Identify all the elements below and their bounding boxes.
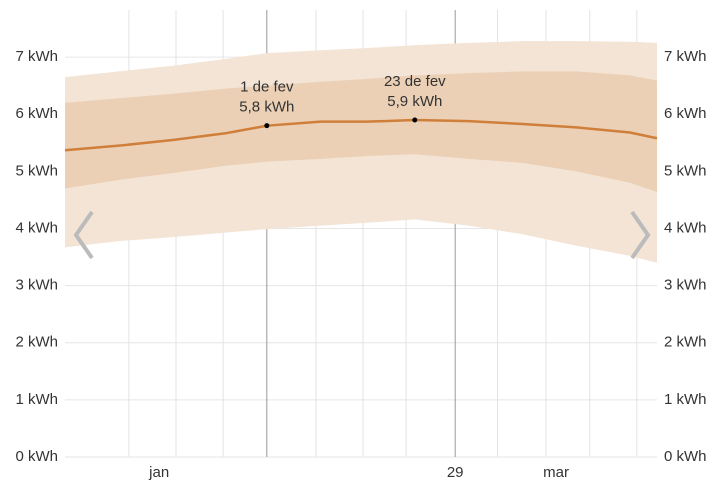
annotation-label: 5,9 kWh bbox=[387, 93, 442, 110]
annotation-label: 5,8 kWh bbox=[239, 99, 294, 116]
band bbox=[65, 71, 657, 192]
x-tick-label: mar bbox=[543, 464, 569, 481]
y-tick-label: 3 kWh bbox=[15, 277, 58, 294]
y2-tick-label: 6 kWh bbox=[664, 105, 707, 122]
mean-line bbox=[64, 118, 658, 152]
y2-tick-label: 4 kWh bbox=[664, 219, 707, 236]
y-tick-label: 7 kWh bbox=[15, 48, 58, 65]
y2-tick-label: 7 kWh bbox=[664, 48, 707, 65]
y-tick-label: 5 kWh bbox=[15, 162, 58, 179]
x-tick-label: 29 bbox=[447, 464, 464, 481]
y-tick-label: 6 kWh bbox=[15, 105, 58, 122]
next-button[interactable] bbox=[630, 210, 651, 260]
y2-tick-label: 3 kWh bbox=[664, 277, 707, 294]
annotation-date: 23 de fev bbox=[384, 73, 446, 90]
y-tick-label: 0 kWh bbox=[15, 448, 58, 465]
y2-tick-label: 0 kWh bbox=[664, 448, 707, 465]
y2-tick-label: 1 kWh bbox=[664, 391, 707, 408]
y-tick-label: 1 kWh bbox=[15, 391, 58, 408]
x-tick-label: jan bbox=[148, 464, 169, 481]
y-tick-label: 2 kWh bbox=[15, 334, 58, 351]
prev-button[interactable] bbox=[73, 210, 94, 260]
y2-tick-label: 2 kWh bbox=[664, 334, 707, 351]
y2-tick-label: 5 kWh bbox=[664, 162, 707, 179]
annotation-date: 1 de fev bbox=[240, 79, 294, 96]
annotation-point bbox=[412, 117, 418, 123]
plot: 0 kWh 0 kWh 1 kWh 1 kWh 2 kWh 2 kWh 3 kWh 3 kWh… bbox=[15, 10, 707, 481]
annotation-point bbox=[264, 123, 270, 129]
y-tick-label: 4 kWh bbox=[15, 219, 58, 236]
